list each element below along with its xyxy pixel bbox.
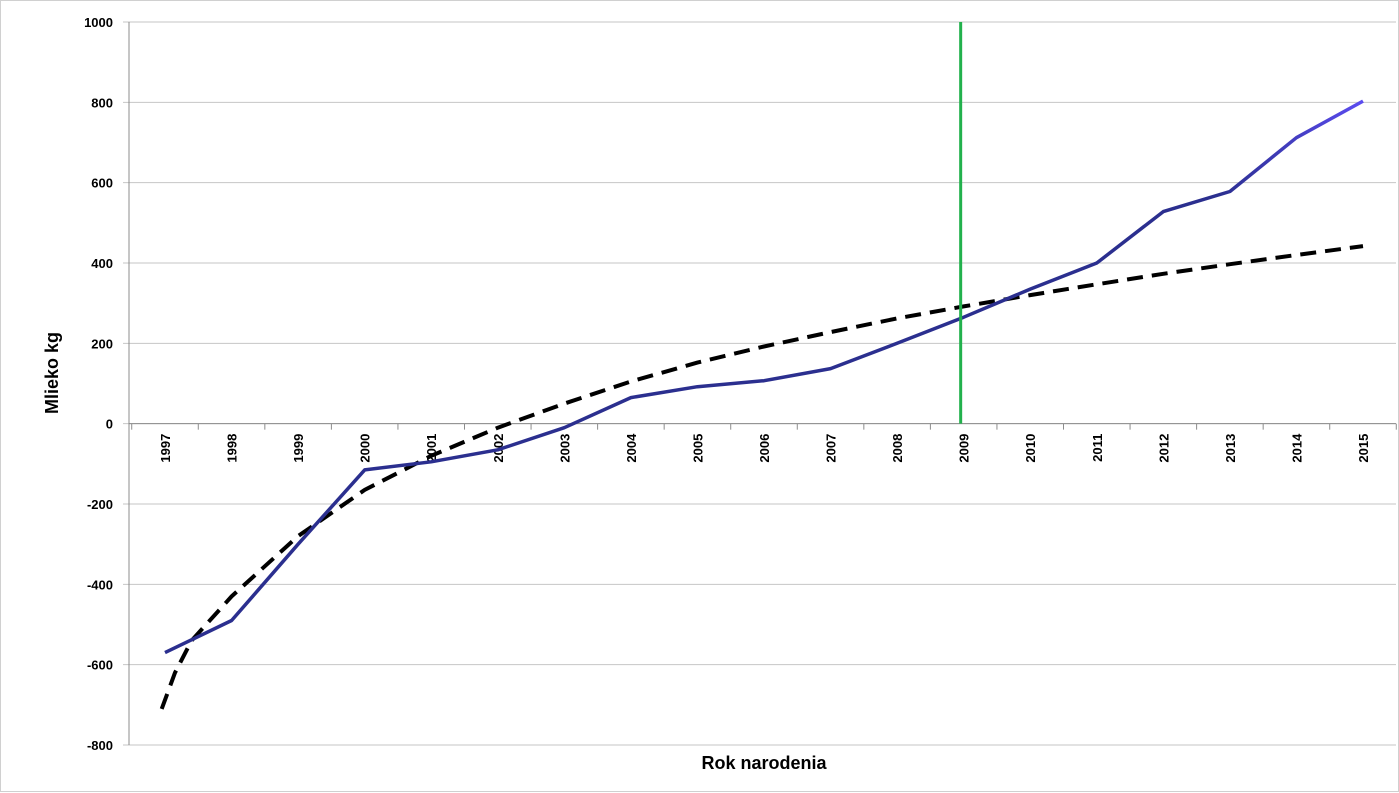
series bbox=[162, 22, 1363, 709]
x-tick-label-2015: 2015 bbox=[1356, 434, 1371, 463]
x-tick-label-2008: 2008 bbox=[890, 434, 905, 463]
y-tick-label: 600 bbox=[91, 176, 113, 191]
y-tick-label: -400 bbox=[87, 577, 113, 592]
y-tick-label: -600 bbox=[87, 658, 113, 673]
x-tick-label-2014: 2014 bbox=[1289, 433, 1304, 463]
axes bbox=[129, 22, 1396, 745]
y-tick-label: 400 bbox=[91, 256, 113, 271]
y-axis-title: Mlieko kg bbox=[42, 332, 62, 414]
x-tick-label-2010: 2010 bbox=[1023, 434, 1038, 463]
x-tick-label-2004: 2004 bbox=[624, 433, 639, 463]
x-tick-label-2000: 2000 bbox=[358, 434, 373, 463]
series-trend-line bbox=[162, 246, 1363, 709]
x-tick-label-1997: 1997 bbox=[158, 434, 173, 463]
series-main-line bbox=[165, 101, 1363, 653]
y-tick-label: 0 bbox=[106, 417, 113, 432]
x-tick-label-2012: 2012 bbox=[1156, 434, 1171, 463]
x-axis-title: Rok narodenia bbox=[701, 753, 827, 773]
x-tick-label-2013: 2013 bbox=[1223, 434, 1238, 463]
y-tick-label: 1000 bbox=[84, 15, 113, 30]
y-tick-label: -200 bbox=[87, 497, 113, 512]
gridlines bbox=[123, 22, 1396, 745]
x-tick-label-1999: 1999 bbox=[291, 434, 306, 463]
x-tick-label-2007: 2007 bbox=[824, 434, 839, 463]
y-tick-label: 200 bbox=[91, 336, 113, 351]
x-tick-label-2011: 2011 bbox=[1090, 434, 1105, 462]
x-tick-label-2003: 2003 bbox=[557, 434, 572, 463]
y-tick-label: -800 bbox=[87, 738, 113, 753]
y-tick-label: 800 bbox=[91, 95, 113, 110]
x-tick-label-1998: 1998 bbox=[225, 434, 240, 463]
x-tick-label-2005: 2005 bbox=[690, 434, 705, 463]
x-tick-label-2006: 2006 bbox=[757, 434, 772, 463]
x-tick-label-2009: 2009 bbox=[957, 434, 972, 463]
y-tick-labels: -800 -600 -400 -200 0 200 400 600 800 1000 bbox=[84, 15, 113, 753]
x-tick-label-2001: 2001 bbox=[424, 434, 439, 463]
